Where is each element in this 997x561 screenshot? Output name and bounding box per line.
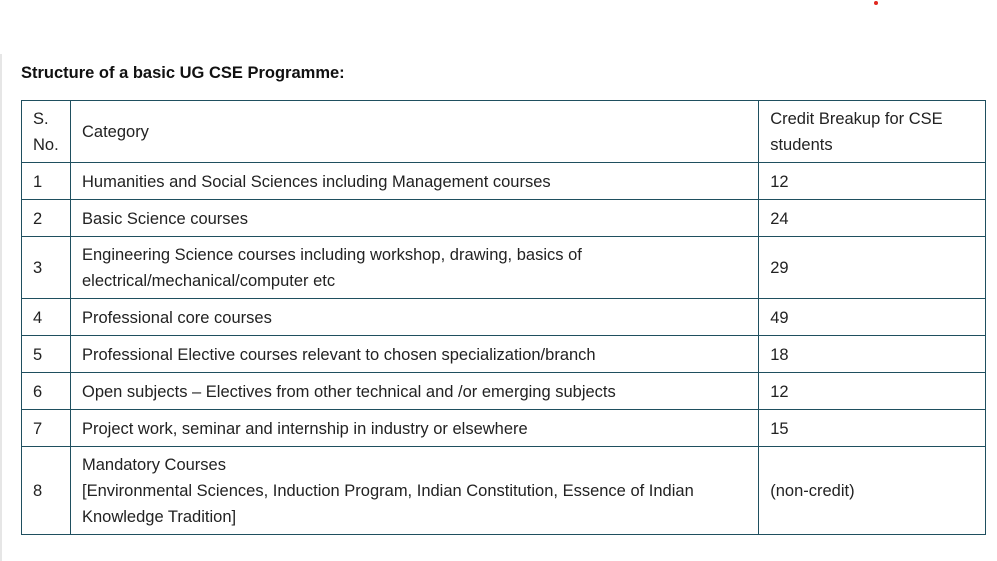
row-sno: 8 (21, 446, 71, 535)
left-divider (0, 54, 2, 561)
row-category: Engineering Science courses including wo… (69, 236, 760, 299)
table-header-row: S. No. Category Credit Breakup for CSE s… (21, 100, 986, 163)
row-credit: (non-credit) (758, 446, 986, 535)
row-sno: 4 (21, 298, 71, 336)
row-sno: 1 (21, 162, 71, 200)
table-row: 3 Engineering Science courses including … (21, 236, 986, 299)
row-sno: 2 (21, 199, 71, 237)
row-sno: 6 (21, 372, 71, 410)
row-category: Mandatory Courses [Environmental Science… (69, 446, 760, 535)
table-row: 2 Basic Science courses 24 (21, 199, 986, 237)
row-sno: 5 (21, 335, 71, 373)
row-category: Project work, seminar and internship in … (69, 409, 760, 447)
row-credit: 12 (758, 162, 986, 200)
table-row: 6 Open subjects – Electives from other t… (21, 372, 986, 410)
table-row: 4 Professional core courses 49 (21, 298, 986, 336)
header-credit: Credit Breakup for CSE students (758, 100, 986, 163)
row-sno: 3 (21, 236, 71, 299)
table-row: 1 Humanities and Social Sciences includi… (21, 162, 986, 200)
table-row: 5 Professional Elective courses relevant… (21, 335, 986, 373)
row-credit: 24 (758, 199, 986, 237)
row-category-detail: [Environmental Sciences, Induction Progr… (81, 482, 694, 526)
table-row: 8 Mandatory Courses [Environmental Scien… (21, 446, 986, 535)
header-sno: S. No. (21, 100, 71, 163)
row-category: Humanities and Social Sciences including… (69, 162, 760, 200)
row-credit: 12 (758, 372, 986, 410)
row-credit: 15 (758, 409, 986, 447)
row-sno: 7 (21, 409, 71, 447)
table-row: 7 Project work, seminar and internship i… (21, 409, 986, 447)
row-category: Basic Science courses (69, 199, 760, 237)
row-credit: 49 (758, 298, 986, 336)
row-category: Open subjects – Electives from other tec… (69, 372, 760, 410)
row-category-title: Mandatory Courses (81, 456, 226, 474)
row-credit: 29 (758, 236, 986, 299)
programme-structure-table: S. No. Category Credit Breakup for CSE s… (21, 100, 986, 535)
row-credit: 18 (758, 335, 986, 373)
row-category: Professional Elective courses relevant t… (69, 335, 760, 373)
page-heading: Structure of a basic UG CSE Programme: (21, 64, 345, 82)
header-category: Category (69, 100, 760, 163)
row-category: Professional core courses (69, 298, 760, 336)
indicator-dot (874, 1, 878, 5)
